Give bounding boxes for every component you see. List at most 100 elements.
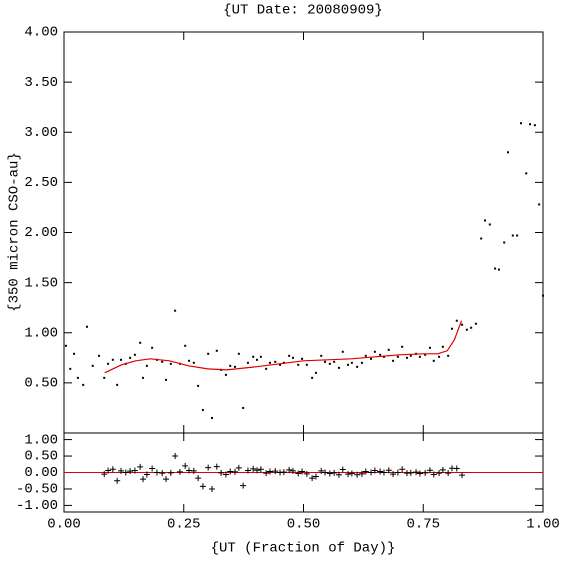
data-point bbox=[370, 357, 373, 360]
residual-point bbox=[318, 467, 325, 474]
data-point bbox=[542, 294, 544, 297]
residual-point bbox=[289, 467, 296, 474]
data-point bbox=[488, 223, 491, 226]
residual-point bbox=[394, 469, 401, 476]
data-point bbox=[356, 365, 359, 368]
data-point bbox=[69, 367, 72, 370]
data-point bbox=[76, 376, 79, 379]
residual-point bbox=[159, 470, 166, 477]
data-point bbox=[314, 371, 317, 374]
residual-point bbox=[254, 467, 261, 474]
residual-point bbox=[436, 470, 443, 477]
data-point bbox=[432, 359, 435, 362]
data-point bbox=[465, 328, 468, 331]
y-tick-label: -1.00 bbox=[16, 498, 58, 514]
data-point bbox=[320, 354, 323, 357]
residual-point bbox=[331, 469, 338, 476]
y-tick-label: 1.00 bbox=[24, 325, 58, 341]
data-point bbox=[265, 367, 268, 370]
data-point bbox=[259, 355, 262, 358]
residual-point bbox=[143, 471, 150, 478]
residual-point bbox=[312, 473, 319, 480]
data-point bbox=[379, 353, 382, 356]
residual-point bbox=[114, 477, 121, 484]
residual-point bbox=[182, 462, 189, 469]
residual-point bbox=[348, 470, 355, 477]
data-point bbox=[142, 376, 145, 379]
residual-point bbox=[118, 467, 125, 474]
data-point bbox=[396, 355, 399, 358]
chart-title: {UT Date: 20080909} bbox=[223, 3, 383, 19]
data-point bbox=[516, 234, 519, 237]
residual-point bbox=[105, 467, 112, 474]
residual-point bbox=[280, 469, 287, 476]
data-point bbox=[184, 344, 187, 347]
residual-point bbox=[439, 466, 446, 473]
data-point bbox=[252, 355, 255, 358]
data-point bbox=[392, 359, 395, 362]
residual-point bbox=[172, 453, 179, 460]
data-point bbox=[447, 354, 450, 357]
residual-point bbox=[385, 467, 392, 474]
data-point bbox=[474, 322, 477, 325]
residual-point bbox=[430, 471, 437, 478]
data-point bbox=[97, 354, 100, 357]
data-point bbox=[133, 353, 136, 356]
residual-point bbox=[299, 468, 306, 475]
data-point bbox=[297, 363, 300, 366]
y-tick-label: 1.50 bbox=[24, 275, 58, 291]
data-point bbox=[538, 203, 541, 206]
data-point bbox=[401, 345, 404, 348]
residual-point bbox=[109, 466, 116, 473]
residual-point bbox=[459, 472, 466, 479]
x-tick-label: 0.75 bbox=[406, 517, 440, 533]
residual-point bbox=[416, 470, 423, 477]
data-point bbox=[229, 364, 232, 367]
data-point bbox=[382, 355, 385, 358]
y-axis-label: {350 micron CSO-au} bbox=[7, 152, 23, 312]
data-point bbox=[64, 344, 67, 347]
data-point bbox=[507, 151, 510, 154]
residual-point bbox=[426, 467, 433, 474]
residual-point bbox=[445, 470, 452, 477]
data-point bbox=[364, 354, 367, 357]
residual-point bbox=[240, 482, 247, 489]
data-point bbox=[387, 348, 390, 351]
data-point bbox=[256, 358, 259, 361]
residual-point bbox=[266, 468, 273, 475]
residual-point bbox=[407, 469, 414, 476]
data-point bbox=[409, 354, 412, 357]
residual-point bbox=[213, 463, 220, 470]
residual-point bbox=[295, 470, 302, 477]
data-point bbox=[145, 364, 148, 367]
data-point bbox=[497, 268, 500, 271]
y-tick-label: 0.50 bbox=[24, 376, 58, 392]
data-point bbox=[274, 360, 277, 363]
x-tick-label: 0.50 bbox=[287, 517, 321, 533]
data-point bbox=[73, 352, 76, 355]
data-point bbox=[215, 349, 218, 352]
data-point bbox=[519, 122, 522, 125]
residual-point bbox=[371, 467, 378, 474]
y-tick-label: 3.00 bbox=[24, 125, 58, 141]
data-point bbox=[237, 352, 240, 355]
data-point bbox=[305, 363, 308, 366]
data-point bbox=[246, 361, 249, 364]
x-tick-label: 1.00 bbox=[526, 517, 560, 533]
data-point bbox=[503, 241, 506, 244]
data-point bbox=[360, 361, 363, 364]
data-point bbox=[165, 378, 168, 381]
data-point bbox=[438, 355, 441, 358]
residual-point bbox=[127, 468, 134, 475]
data-point bbox=[405, 356, 408, 359]
residual-point bbox=[232, 468, 239, 475]
residual-point bbox=[218, 469, 225, 476]
residual-point bbox=[244, 467, 251, 474]
data-point bbox=[341, 350, 344, 353]
residual-point bbox=[235, 464, 242, 471]
data-point bbox=[418, 355, 421, 358]
residual-point bbox=[422, 469, 429, 476]
data-point bbox=[480, 237, 483, 240]
residual-point bbox=[149, 465, 156, 472]
